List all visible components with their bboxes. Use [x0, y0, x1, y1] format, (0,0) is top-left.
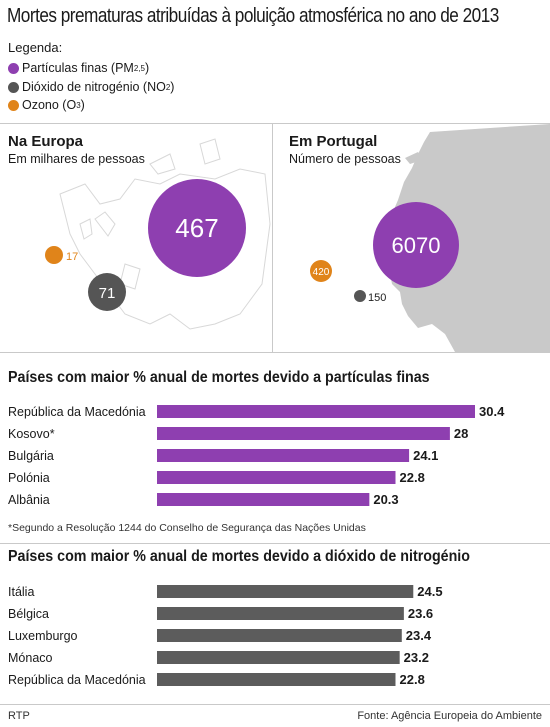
legend-item-o3: Ozono (O 3) [8, 98, 85, 112]
portugal-map [383, 124, 550, 352]
portugal-heading: Em Portugal [289, 133, 378, 150]
value-label: 23.2 [404, 650, 429, 665]
legend-label: Dióxido de nitrogénio (NO [22, 80, 166, 94]
bar [157, 471, 396, 484]
bar [157, 405, 475, 418]
legend-tail: ) [80, 98, 85, 112]
legend-tail: ) [170, 80, 175, 94]
legend-item-no2: Dióxido de nitrogénio (NO 2) [8, 80, 174, 94]
footnote: *Segundo a Resolução 1244 do Conselho de… [8, 522, 366, 534]
portugal-o3-value: 420 [313, 267, 330, 278]
legend-label: Partículas finas (PM [22, 61, 134, 75]
panel-divider [272, 124, 273, 352]
category-label: Polónia [8, 471, 50, 485]
no2-dot-icon [8, 81, 19, 93]
value-label: 24.5 [417, 584, 442, 599]
portugal-no2-bubble [354, 290, 366, 302]
category-label: República da Macedónia [8, 405, 146, 419]
europe-no2-bubble [88, 273, 126, 311]
bar [157, 673, 396, 686]
value-label: 20.3 [373, 492, 398, 507]
category-label: Itália [8, 585, 34, 599]
europe-heading: Na Europa [8, 133, 84, 150]
pm-dot-icon [8, 62, 19, 74]
category-label: Mónaco [8, 651, 53, 665]
portugal-pm-value: 6070 [392, 233, 441, 258]
page-title: Mortes prematuras atribuídas à poluição … [7, 5, 499, 27]
legend-item-pm: Partículas finas (PM 2,5) [8, 61, 149, 75]
footer-source: Fonte: Agência Europeia do Ambiente [357, 710, 542, 722]
portugal-no2-value: 150 [368, 292, 386, 304]
bar [157, 449, 410, 462]
europe-no2-value: 71 [99, 285, 116, 302]
legend-heading: Legenda: [8, 40, 63, 55]
category-label: Luxemburgo [8, 629, 78, 643]
bubbles: 467 71 17 6070 420 150 [45, 179, 459, 311]
value-label: 23.4 [406, 628, 432, 643]
europe-o3-value: 17 [66, 251, 78, 263]
value-label: 23.6 [408, 606, 433, 621]
legend-label: Ozono (O [22, 98, 77, 112]
divider [0, 704, 550, 705]
value-label: 22.8 [400, 672, 425, 687]
europe-o3-bubble [45, 246, 63, 264]
bar [157, 629, 402, 642]
chart2-title: Países com maior % anual de mortes devid… [8, 548, 470, 565]
value-label: 24.1 [413, 448, 438, 463]
category-label: República da Macedónia [8, 673, 146, 687]
category-label: Bélgica [8, 607, 49, 621]
no2-bar-chart: Itália 24.5 Bélgica 23.6 Luxemburgo 23.4 Mónac… [8, 584, 443, 687]
legend-sub: 2,5 [133, 63, 145, 73]
value-label: 28 [454, 426, 468, 441]
value-label: 22.8 [400, 470, 425, 485]
legend-sub: 2 [165, 82, 171, 92]
portugal-pm-bubble [373, 202, 459, 288]
portugal-o3-bubble [310, 260, 332, 282]
portugal-subtitle: Número de pessoas [289, 152, 401, 166]
divider [0, 123, 550, 124]
category-label: Albânia [8, 493, 50, 507]
europe-pm-value: 467 [175, 213, 218, 243]
category-label: Bulgária [8, 449, 54, 463]
bar [157, 427, 450, 440]
europe-subtitle: Em milhares de pessoas [8, 152, 145, 166]
legend-sub: 3 [76, 100, 81, 110]
europe-pm-bubble [148, 179, 246, 277]
o3-dot-icon [8, 99, 19, 111]
legend-tail: ) [144, 61, 150, 75]
footer-credit: RTP [8, 710, 30, 722]
bar [157, 607, 404, 620]
divider [0, 352, 550, 353]
pm-bar-chart: República da Macedónia 30.4 Kosovo* 28 Bulgá… [8, 404, 505, 507]
bar [157, 651, 400, 664]
bar [157, 493, 370, 506]
bar [157, 585, 414, 598]
chart1-title: Países com maior % anual de mortes devid… [8, 369, 430, 386]
category-label: Kosovo* [8, 427, 55, 441]
divider [0, 543, 550, 544]
value-label: 30.4 [479, 404, 505, 419]
